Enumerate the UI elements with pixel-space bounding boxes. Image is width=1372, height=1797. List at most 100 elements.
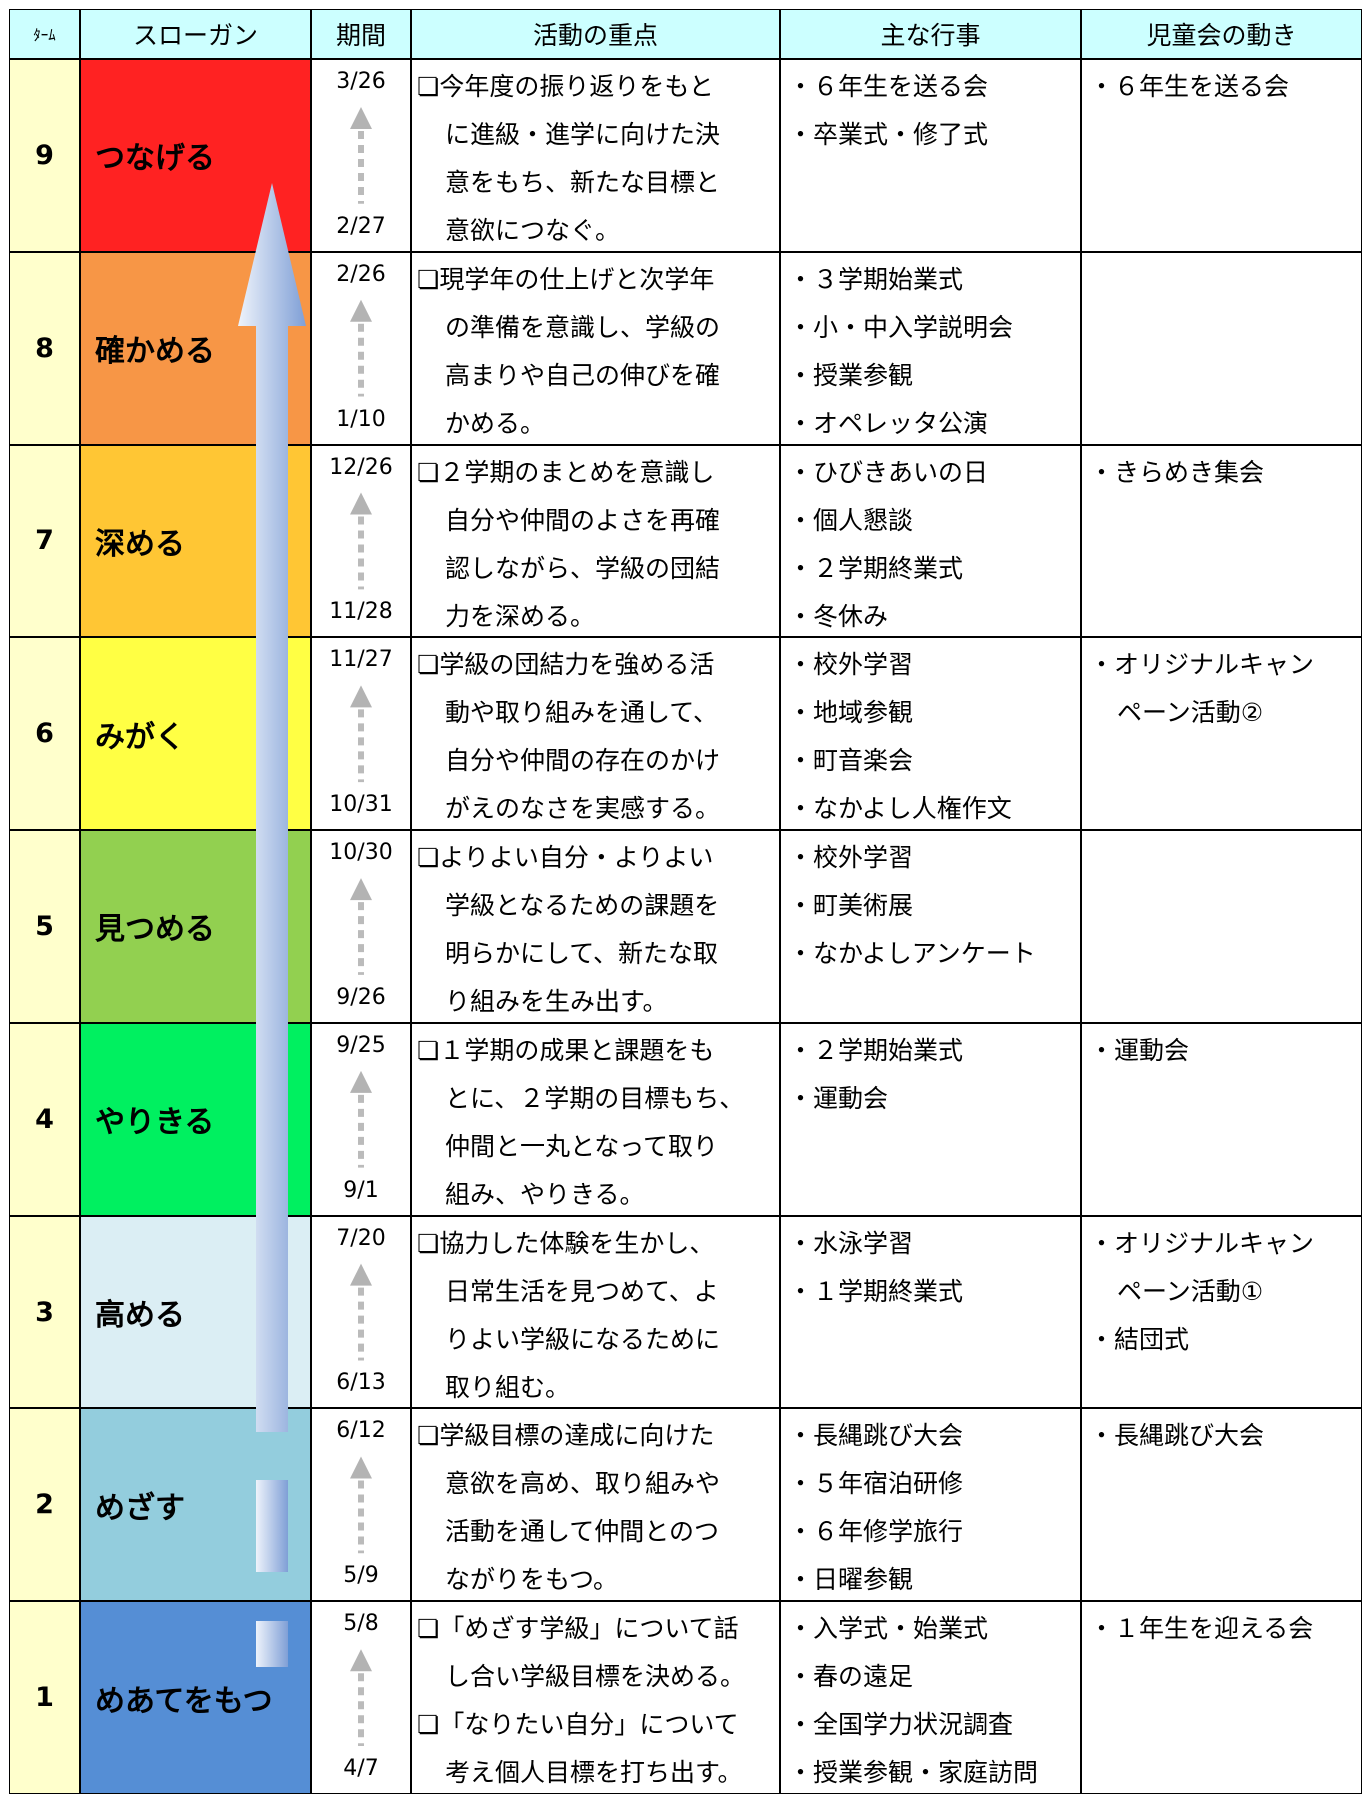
focus-line: ❏「なりたい自分」について bbox=[417, 1710, 739, 1740]
header-cell: 主な行事 bbox=[780, 9, 1081, 59]
period-end: 1/10 bbox=[336, 406, 386, 432]
slogan-cell: みがく bbox=[80, 637, 311, 831]
period-end: 5/9 bbox=[343, 1563, 379, 1589]
slogan-cell: つなげる bbox=[80, 59, 311, 252]
table-cell bbox=[1081, 1215, 1362, 1409]
events-line: ・水泳学習 bbox=[788, 1228, 914, 1258]
events-line: ・長縄跳び大会 bbox=[788, 1421, 964, 1451]
table-cell bbox=[411, 1601, 780, 1794]
council-line: ・運動会 bbox=[1089, 1035, 1190, 1065]
focus-line: 認しながら、学級の団結 bbox=[445, 553, 721, 583]
table-cell bbox=[780, 444, 1081, 638]
events-line: ・卒業式・修了式 bbox=[788, 120, 989, 149]
council-line: ・オリジナルキャン bbox=[1089, 650, 1315, 680]
focus-line: ❏１学期の成果と課題をも bbox=[417, 1035, 715, 1065]
focus-line: かめる。 bbox=[445, 408, 546, 438]
table-cell bbox=[411, 637, 780, 831]
period-start: 11/27 bbox=[329, 647, 393, 673]
table-cell bbox=[1081, 830, 1362, 1023]
events-line: ・授業参観 bbox=[788, 360, 914, 390]
council-line: ・６年生を送る会 bbox=[1089, 72, 1290, 101]
council-line: ・きらめき集会 bbox=[1089, 457, 1265, 487]
focus-line: 意欲につなぐ。 bbox=[445, 216, 621, 245]
table-cell bbox=[311, 1022, 411, 1216]
events-line: ・ひびきあいの日 bbox=[788, 457, 989, 487]
focus-line: とに、２学期の目標もち、 bbox=[445, 1083, 745, 1113]
term-cell: 1 bbox=[9, 1601, 80, 1794]
period-start: 6/12 bbox=[336, 1418, 386, 1444]
slogan-cell: 見つめる bbox=[80, 830, 311, 1023]
table-cell bbox=[311, 1408, 411, 1602]
focus-line: し合い学級目標を決める。 bbox=[445, 1662, 746, 1692]
table-cell bbox=[1081, 1022, 1362, 1216]
table-cell bbox=[311, 830, 411, 1023]
term-cell: 3 bbox=[9, 1215, 80, 1409]
term-cell: 9 bbox=[9, 59, 80, 252]
period-end: 9/26 bbox=[336, 984, 386, 1010]
period-start: 3/26 bbox=[336, 69, 386, 94]
events-line: ・校外学習 bbox=[788, 650, 914, 680]
term-cell: 5 bbox=[9, 830, 80, 1023]
period-start: 5/8 bbox=[343, 1611, 379, 1637]
focus-line: 取り組む。 bbox=[445, 1372, 571, 1402]
table-cell bbox=[780, 59, 1081, 252]
header-cell: ﾀｰﾑ bbox=[9, 9, 80, 59]
focus-line: ❏「めざす学級」について話 bbox=[417, 1614, 739, 1644]
table-cell bbox=[311, 1601, 411, 1794]
header-cell: 期間 bbox=[311, 9, 411, 59]
focus-line: 組み、やりきる。 bbox=[445, 1179, 645, 1209]
table-cell bbox=[780, 1408, 1081, 1602]
period-end: 11/28 bbox=[329, 599, 393, 625]
table-cell bbox=[411, 1408, 780, 1602]
header-cell: スローガン bbox=[80, 9, 311, 59]
focus-line: 自分や仲間の存在のかけ bbox=[445, 746, 721, 776]
table-cell bbox=[1081, 1601, 1362, 1794]
header-cell: 児童会の動き bbox=[1081, 9, 1362, 59]
focus-line: 自分や仲間のよさを再確 bbox=[445, 505, 721, 535]
events-line: ・１学期終業式 bbox=[788, 1276, 964, 1306]
table-cell bbox=[411, 1215, 780, 1409]
period-end: 6/13 bbox=[336, 1370, 386, 1396]
events-line: ・６年生を送る会 bbox=[788, 72, 989, 101]
table-cell bbox=[411, 251, 780, 445]
events-line: ・なかよしアンケート bbox=[788, 939, 1036, 969]
events-line: ・２学期終業式 bbox=[788, 553, 964, 583]
events-line: ・小・中入学説明会 bbox=[788, 312, 1014, 342]
events-line: ・町美術展 bbox=[788, 891, 914, 921]
table-cell bbox=[311, 444, 411, 638]
header-cell: 活動の重点 bbox=[411, 9, 780, 59]
table-cell bbox=[1081, 444, 1362, 638]
events-line: ・２学期始業式 bbox=[788, 1035, 964, 1065]
focus-line: がえのなさを実感する。 bbox=[445, 794, 721, 824]
council-line: ペーン活動① bbox=[1117, 1276, 1264, 1306]
table-cell bbox=[411, 444, 780, 638]
table-cell bbox=[1081, 637, 1362, 831]
focus-line: ❏学級の団結力を強める活 bbox=[417, 650, 715, 680]
period-start: 7/20 bbox=[336, 1225, 386, 1251]
events-line: ・なかよし人権作文 bbox=[788, 794, 1012, 824]
events-line: ・春の遠足 bbox=[788, 1662, 914, 1692]
table-cell bbox=[411, 59, 780, 252]
focus-line: 学級となるための課題を bbox=[445, 891, 720, 921]
table-cell bbox=[311, 1215, 411, 1409]
events-line: ・校外学習 bbox=[788, 843, 914, 873]
table-cell bbox=[1081, 251, 1362, 445]
focus-line: ❏今年度の振り返りをもと bbox=[417, 72, 714, 101]
slogan-cell: 深める bbox=[80, 444, 311, 638]
period-start: 10/30 bbox=[329, 840, 393, 866]
council-line: ・長縄跳び大会 bbox=[1089, 1421, 1265, 1451]
period-end: 4/7 bbox=[343, 1756, 379, 1781]
events-line: ・運動会 bbox=[788, 1083, 889, 1113]
focus-line: ❏２学期のまとめを意識し bbox=[417, 457, 715, 487]
council-line: ・１年生を迎える会 bbox=[1089, 1614, 1314, 1644]
events-line: ・オペレッタ公演 bbox=[788, 408, 989, 438]
focus-line: 意をもち、新たな目標と bbox=[445, 168, 721, 197]
focus-line: りよい学級になるために bbox=[445, 1324, 721, 1354]
events-line: ・授業参観・家庭訪問 bbox=[788, 1758, 1039, 1788]
period-start: 12/26 bbox=[329, 454, 393, 480]
focus-line: 高まりや自己の伸びを確 bbox=[445, 360, 721, 390]
focus-line: ❏協力した体験を生かし、 bbox=[417, 1228, 715, 1258]
period-start: 2/26 bbox=[336, 261, 386, 287]
term-cell: 7 bbox=[9, 444, 80, 638]
period-end: 10/31 bbox=[329, 792, 393, 818]
